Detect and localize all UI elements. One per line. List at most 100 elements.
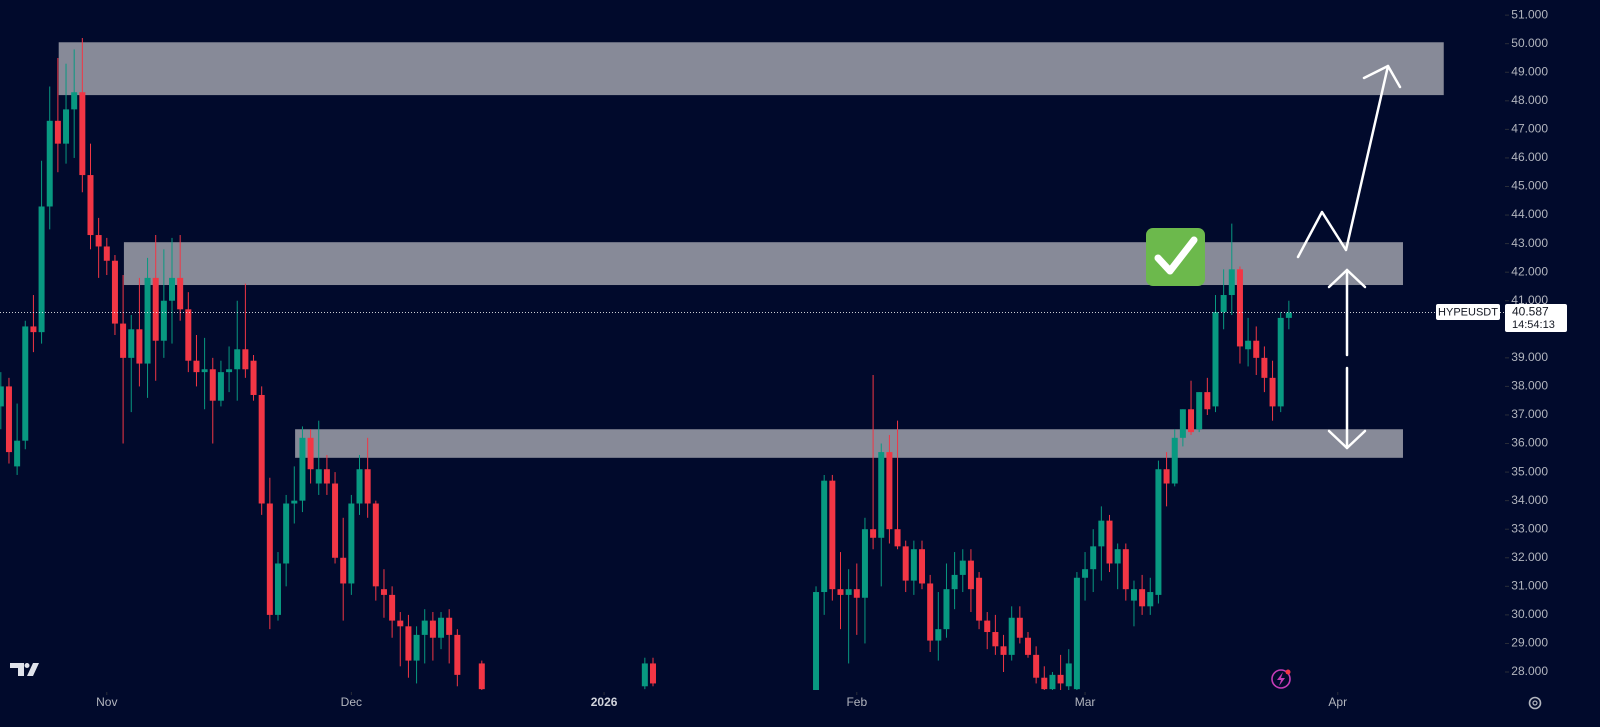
candle-body	[71, 92, 78, 110]
candle-body	[30, 326, 37, 333]
candle-body	[1253, 340, 1260, 358]
candle-body	[902, 546, 909, 581]
candle-body	[128, 329, 135, 358]
icon-bolt	[1277, 672, 1285, 686]
arrow-head	[1327, 268, 1367, 289]
candle-body	[1196, 392, 1203, 430]
candle-body	[340, 557, 347, 584]
y-tick-label: 32.000	[1511, 550, 1548, 564]
tv-logo[interactable]	[10, 663, 39, 676]
projection-arrow	[1296, 64, 1390, 259]
candle-body	[217, 372, 224, 401]
candle-body	[886, 452, 893, 530]
candle-body	[1269, 377, 1276, 407]
symbol-label: HYPEUSDT	[1438, 306, 1498, 318]
candle-body	[79, 92, 86, 176]
x-tick-label: Dec	[341, 695, 362, 709]
candle-body	[160, 300, 167, 341]
zone	[58, 42, 1444, 96]
y-tick-label: 46.000	[1511, 150, 1548, 164]
candle-body	[332, 483, 339, 558]
candle-body	[201, 369, 208, 373]
candle-body	[1220, 295, 1227, 313]
candle-body	[1245, 340, 1252, 350]
candle-body	[177, 277, 184, 310]
check-mark	[1154, 236, 1198, 275]
price-box	[1505, 304, 1567, 333]
y-tick-label: 49.000	[1511, 64, 1548, 78]
candle-body	[389, 594, 396, 621]
candle-body	[829, 480, 836, 590]
candle-body	[649, 663, 656, 684]
candle-body	[878, 452, 885, 538]
candle-body	[38, 206, 45, 333]
axes: 28.000 29.000 30.000 31.000 32.000 33.000 34.0…	[96, 7, 1548, 709]
candle-body	[1098, 520, 1105, 547]
logo[interactable]	[10, 663, 39, 676]
candle-body	[380, 589, 387, 595]
candle-body	[364, 469, 371, 504]
candle-body	[274, 563, 281, 615]
candle-body	[315, 469, 322, 484]
candle-body	[14, 440, 21, 467]
icon-badge	[1285, 669, 1291, 675]
candle-body	[845, 589, 852, 595]
candle-body	[291, 500, 298, 504]
candle-body	[1228, 269, 1235, 296]
candle-body	[234, 349, 241, 370]
candle-body	[429, 620, 436, 638]
candle-body	[1139, 589, 1146, 607]
candle-body	[813, 592, 820, 690]
candle-body	[185, 309, 192, 361]
price-label: HYPEUSDT 40.587 14:54:13	[1436, 304, 1567, 333]
y-tick-label: 28.000	[1511, 664, 1548, 678]
candle-body	[372, 503, 379, 587]
candle-body	[1163, 469, 1170, 484]
candle-body	[111, 260, 118, 324]
candle-body	[1090, 546, 1097, 570]
last-price-label: 40.587	[1512, 305, 1549, 319]
y-tick-label: 43.000	[1511, 236, 1548, 250]
candle-body	[478, 663, 485, 690]
candle-body	[22, 326, 29, 441]
candle-body	[356, 469, 363, 504]
lightning-icon[interactable]	[1271, 669, 1291, 689]
candle-body	[910, 549, 917, 581]
y-tick-label: 39.000	[1511, 350, 1548, 364]
candle-body	[919, 549, 926, 584]
candle-body	[1082, 569, 1089, 578]
y-tick-label: 41.000	[1511, 293, 1548, 307]
candle-body	[46, 120, 53, 207]
candle-body	[397, 620, 404, 627]
icon-ring[interactable]	[1271, 669, 1291, 689]
settings-icon[interactable]	[1528, 696, 1542, 710]
candle-body	[1147, 592, 1154, 607]
candle-body	[1261, 357, 1268, 378]
candle-body	[1106, 520, 1113, 564]
candles	[0, 37, 1505, 690]
check-badge	[1146, 228, 1205, 286]
y-tick-label: 44.000	[1511, 207, 1548, 221]
candle-body	[1122, 549, 1129, 590]
candle-body	[1277, 317, 1284, 407]
candle-body	[209, 369, 216, 401]
candle-body	[1041, 677, 1048, 690]
candle-body	[1236, 269, 1243, 347]
symbol-box	[1436, 304, 1500, 321]
candle-body	[152, 277, 159, 341]
gear[interactable]	[1528, 696, 1542, 710]
candle-body	[935, 629, 942, 641]
candle-body	[421, 620, 428, 635]
zone	[123, 242, 1403, 286]
candle-body	[413, 634, 420, 661]
candle-body	[348, 503, 355, 584]
candle-body	[120, 323, 127, 358]
x-tick-label: Apr	[1328, 695, 1347, 709]
annotations	[1296, 64, 1402, 450]
candle-body	[1130, 589, 1137, 601]
candle-body	[943, 589, 950, 630]
candle-body	[894, 529, 901, 547]
candle-body	[1065, 663, 1072, 687]
logo-dot	[24, 663, 30, 668]
